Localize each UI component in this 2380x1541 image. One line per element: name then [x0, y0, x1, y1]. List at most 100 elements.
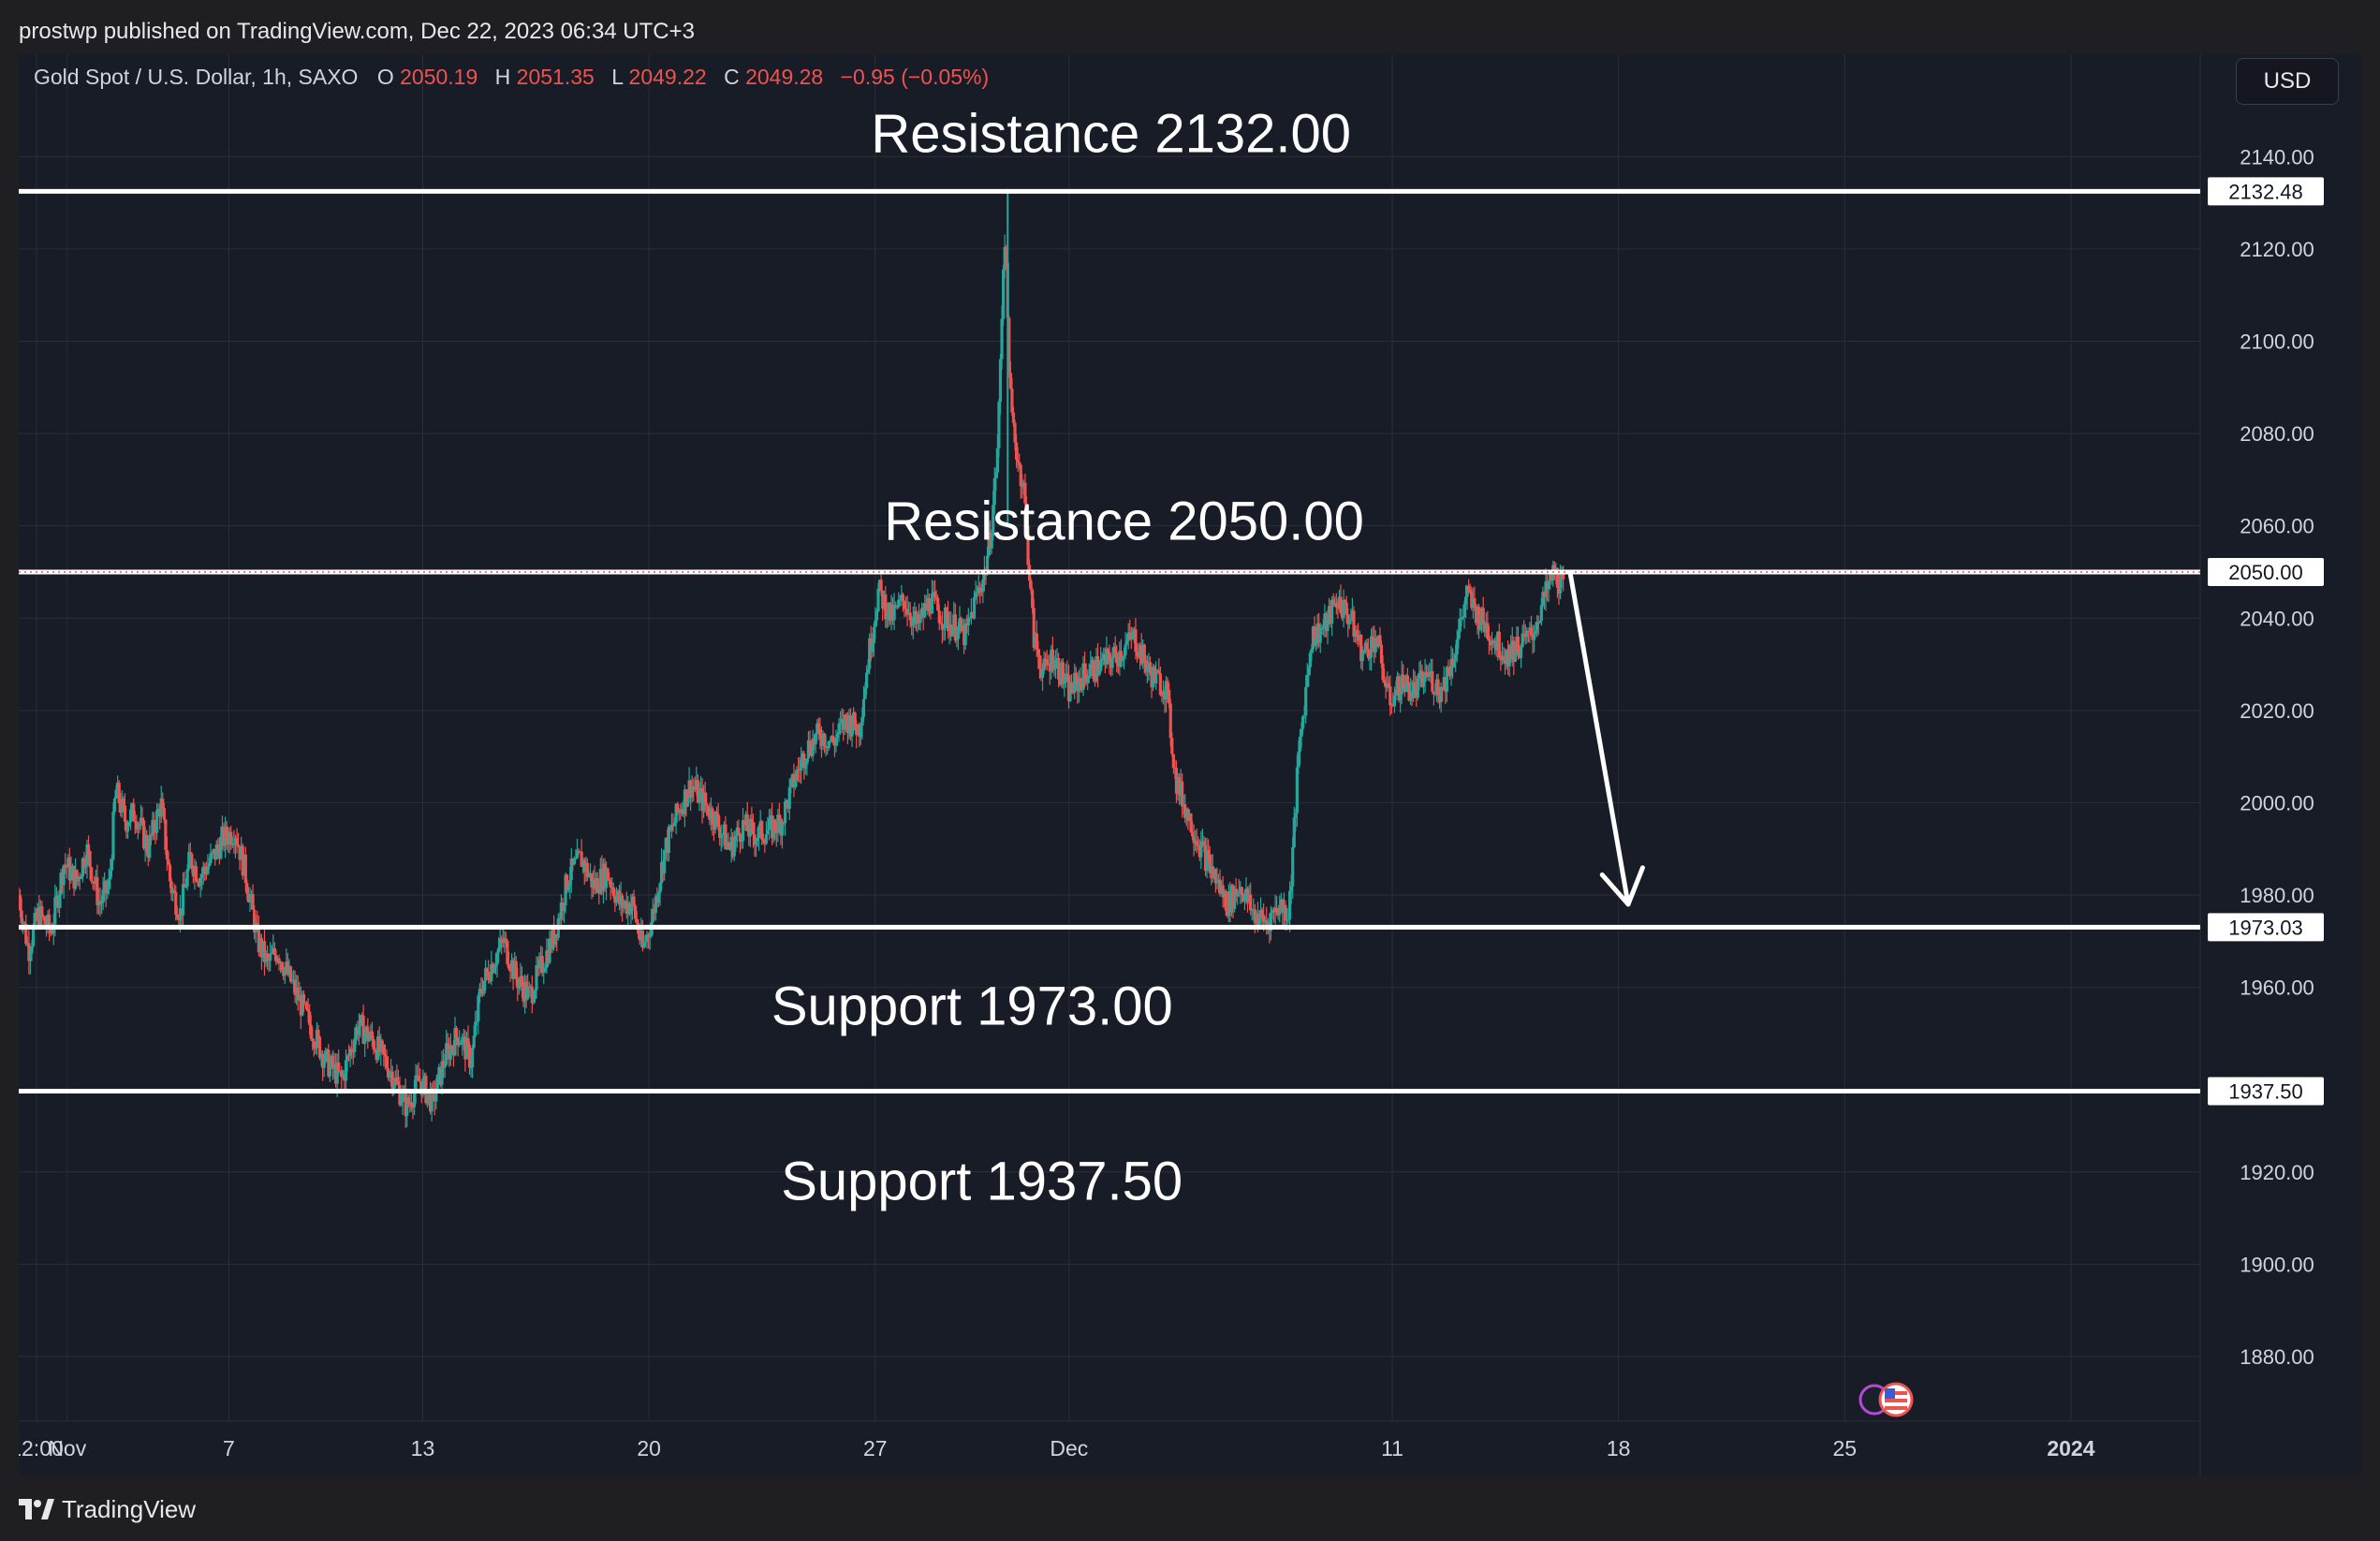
- candle-body: [1249, 894, 1253, 911]
- candle-body: [911, 617, 915, 626]
- candle-body: [335, 1062, 339, 1084]
- svg-text:Gold Spot / U.S. Dollar, 1h, S: Gold Spot / U.S. Dollar, 1h, SAXO O 2050…: [34, 65, 989, 89]
- candle-body: [309, 1024, 313, 1039]
- candle-body: [311, 1038, 315, 1041]
- candle-body: [347, 1055, 351, 1057]
- candle-body: [1458, 619, 1462, 632]
- candle-body: [1366, 649, 1371, 658]
- candle-body: [1284, 904, 1287, 921]
- candle-body: [787, 786, 791, 809]
- candle-body: [1286, 919, 1290, 921]
- currency-button[interactable]: USD: [2236, 58, 2339, 105]
- candle-body: [1065, 673, 1069, 675]
- candle-body: [1425, 671, 1429, 675]
- candle-body: [885, 616, 889, 620]
- price-chart[interactable]: 2132.48 2050.00 1973.03 1937.50 Resistance …: [19, 54, 2361, 1475]
- candle-body: [1018, 462, 1021, 465]
- candle-body: [482, 980, 486, 994]
- candle-body: [1418, 673, 1421, 679]
- candle-body: [685, 798, 690, 807]
- candle-body: [361, 1015, 365, 1044]
- y-tick-label: 1880.00: [2240, 1345, 2314, 1369]
- candle-body: [277, 958, 281, 964]
- candle-body: [288, 966, 293, 982]
- candle-body: [200, 874, 204, 878]
- level-annotation: Resistance 2132.00: [871, 104, 1351, 165]
- candle-body: [169, 881, 173, 894]
- candle-body: [1362, 650, 1366, 653]
- candle-body: [1298, 736, 1302, 752]
- candle-body: [1016, 459, 1020, 462]
- candle-body: [57, 894, 62, 908]
- candle-body: [575, 850, 580, 859]
- candle-body: [498, 938, 502, 948]
- candle-body: [20, 910, 23, 924]
- candle-body: [136, 824, 140, 829]
- candle-body: [942, 627, 946, 630]
- candle-body: [853, 712, 857, 727]
- candle-body: [818, 728, 822, 741]
- candle-body: [348, 1049, 352, 1056]
- candle-body: [1439, 686, 1443, 703]
- candle-body: [1144, 660, 1148, 672]
- candle-body: [773, 819, 777, 831]
- candle-body: [1404, 675, 1408, 693]
- candle-body: [674, 803, 678, 824]
- candle-body: [1525, 630, 1529, 638]
- candle-body: [101, 889, 105, 903]
- candle-body: [283, 967, 286, 976]
- candle-body: [1292, 817, 1296, 848]
- candle-body: [711, 808, 714, 825]
- candle-body: [1168, 689, 1171, 704]
- candle-body: [1346, 614, 1350, 624]
- candle-body: [1215, 881, 1219, 884]
- candle-body: [1513, 654, 1517, 662]
- chart-panel[interactable]: 2132.48 2050.00 1973.03 1937.50 Resistance …: [19, 54, 2361, 1475]
- candle-body: [207, 862, 212, 867]
- candle-body: [1108, 652, 1111, 663]
- economic-events-marker[interactable]: [1858, 1382, 1914, 1417]
- candle-body: [1416, 678, 1419, 698]
- candle-body: [517, 982, 521, 989]
- candle-body: [1519, 646, 1523, 658]
- candle-body: [405, 1097, 409, 1117]
- level-annotation: Resistance 2050.00: [884, 492, 1364, 552]
- candle-body: [990, 536, 993, 549]
- y-tick-label: 2060.00: [2240, 515, 2314, 538]
- close-value: 2049.28: [745, 65, 823, 89]
- candle-body: [154, 810, 159, 833]
- candle-body: [566, 886, 570, 890]
- candle-body: [1305, 674, 1309, 687]
- candle-body: [1481, 608, 1485, 624]
- us-flag-stripe: [1885, 1391, 1907, 1395]
- candle-body: [892, 605, 896, 621]
- y-tick-label: 2000.00: [2240, 791, 2314, 815]
- candle-body: [843, 714, 846, 730]
- candle-body: [1421, 682, 1426, 687]
- candle-body: [568, 880, 572, 887]
- candle-body: [822, 733, 827, 747]
- candle-body: [998, 359, 1003, 403]
- candle-body: [621, 895, 624, 908]
- candle-body: [866, 668, 870, 673]
- candle-body: [1208, 854, 1212, 873]
- candle-body: [874, 620, 877, 627]
- candle-body: [1394, 689, 1398, 696]
- candle-body: [535, 965, 538, 991]
- candle-body: [161, 798, 165, 808]
- candle-body: [577, 850, 580, 853]
- forecast-arrow-head: [1599, 865, 1645, 907]
- brand-name[interactable]: TradingView: [62, 1494, 197, 1523]
- candle-body: [1478, 624, 1482, 630]
- candle-body: [1050, 649, 1055, 669]
- candle-body: [1359, 635, 1363, 662]
- candle-body: [229, 831, 233, 845]
- candle-body: [839, 722, 843, 724]
- candle-body: [719, 834, 723, 838]
- candle-body: [82, 858, 86, 868]
- tradingview-logo-icon[interactable]: [19, 1499, 54, 1519]
- candle-body: [1382, 680, 1387, 683]
- price-levels: 2132.48 2050.00 1973.03 1937.50: [19, 177, 2324, 1106]
- candle-body: [1313, 626, 1316, 646]
- candle-body: [1037, 655, 1042, 669]
